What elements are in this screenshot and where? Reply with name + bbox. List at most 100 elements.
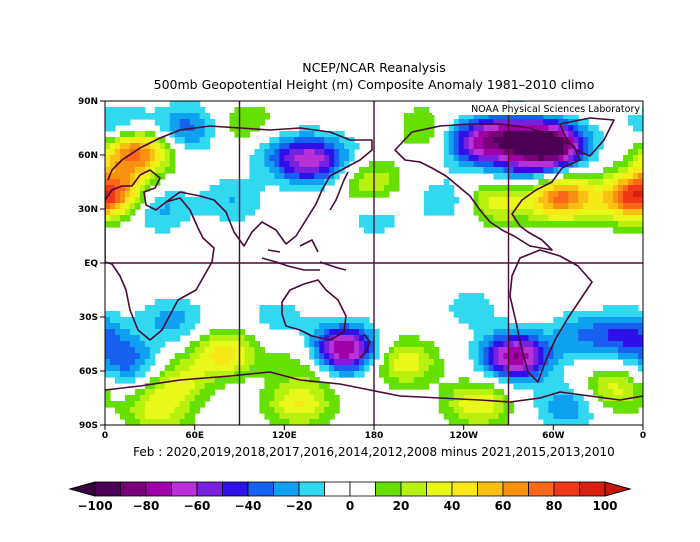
field-cell: [408, 347, 415, 354]
watermark-text: NOAA Physical Sciences Laboratory: [471, 104, 640, 115]
field-cell: [159, 299, 166, 306]
field-cell: [513, 215, 520, 222]
field-cell: [149, 341, 156, 348]
field-cell: [344, 149, 350, 156]
field-cell: [533, 113, 539, 120]
field-cell: [179, 389, 186, 396]
field-cell: [513, 125, 520, 132]
field-cell: [498, 377, 505, 384]
field-cell: [214, 329, 221, 336]
field-cell: [109, 215, 116, 222]
field-cell: [478, 401, 485, 408]
field-cell: [593, 173, 599, 180]
field-cell: [149, 113, 156, 120]
field-cell: [354, 317, 360, 324]
field-cell: [209, 389, 216, 396]
field-cell: [284, 149, 290, 156]
field-cell: [388, 173, 395, 180]
field-cell: [324, 353, 330, 360]
field-cell: [194, 407, 201, 414]
field-cell: [199, 341, 206, 348]
field-cell: [623, 155, 629, 162]
field-cell: [229, 347, 236, 354]
field-cell: [493, 221, 500, 228]
field-cell: [623, 227, 629, 234]
field-cell: [254, 203, 261, 210]
field-cell: [309, 341, 315, 348]
field-cell: [478, 383, 485, 390]
field-cell: [254, 107, 261, 114]
field-cell: [443, 191, 450, 198]
field-cell: [578, 131, 584, 138]
field-cell: [448, 401, 455, 408]
field-cell: [249, 353, 256, 360]
field-cell: [224, 179, 231, 186]
field-cell: [623, 305, 629, 312]
field-cell: [194, 353, 201, 360]
field-cell: [493, 329, 500, 336]
field-cell: [448, 161, 455, 168]
field-cell: [603, 215, 609, 222]
field-cell: [149, 179, 156, 186]
field-cell: [508, 221, 515, 228]
field-cell: [114, 365, 121, 372]
field-cell: [418, 383, 425, 390]
field-cell: [518, 167, 525, 174]
field-cell: [299, 413, 305, 420]
field-cell: [314, 185, 320, 192]
lon-label-60e: 60E: [185, 431, 204, 441]
field-cell: [154, 113, 161, 120]
field-cell: [269, 401, 275, 408]
field-cell: [105, 311, 111, 318]
field-cell: [508, 125, 515, 132]
field-cell: [124, 377, 131, 384]
field-cell: [483, 131, 490, 138]
field-cell: [179, 407, 186, 414]
field-cell: [269, 413, 275, 420]
field-cell: [473, 209, 480, 216]
field-cell: [618, 311, 624, 318]
field-cell: [105, 317, 111, 324]
field-cell: [588, 329, 594, 336]
field-cell: [324, 173, 330, 180]
field-cell: [523, 143, 530, 150]
lat-axis: 90N 60N 30N EQ 30S 60S 90S: [78, 97, 105, 431]
field-cell: [463, 137, 470, 144]
field-cell: [453, 311, 460, 318]
field-cell: [483, 395, 490, 402]
field-cell: [124, 347, 131, 354]
field-cell: [119, 155, 126, 162]
field-cell: [129, 353, 136, 360]
field-cell: [573, 119, 579, 126]
field-cell: [523, 203, 530, 210]
field-cell: [169, 395, 176, 402]
field-cell: [468, 347, 475, 354]
field-cell: [224, 353, 231, 360]
field-cell: [548, 395, 554, 402]
field-cell: [578, 161, 584, 168]
field-cell: [289, 311, 295, 318]
field-cell: [528, 377, 535, 384]
field-cell: [105, 167, 111, 174]
field-cell: [478, 419, 485, 425]
field-cell: [224, 335, 231, 342]
field-cell: [613, 395, 619, 402]
field-cell: [498, 155, 505, 162]
field-cell: [219, 179, 226, 186]
field-cell: [633, 335, 639, 342]
field-cell: [498, 401, 505, 408]
field-cell: [478, 365, 485, 372]
field-cell: [618, 371, 624, 378]
field-cell: [553, 353, 559, 360]
field-cell: [613, 179, 619, 186]
field-cell: [119, 179, 126, 186]
field-cell: [498, 335, 505, 342]
field-cell: [613, 185, 619, 192]
field-cell: [319, 413, 325, 420]
field-cell: [244, 209, 251, 216]
field-cell: [289, 323, 295, 330]
field-cell: [344, 137, 350, 144]
field-cell: [344, 329, 350, 336]
field-cell: [573, 155, 579, 162]
field-cell: [344, 341, 350, 348]
